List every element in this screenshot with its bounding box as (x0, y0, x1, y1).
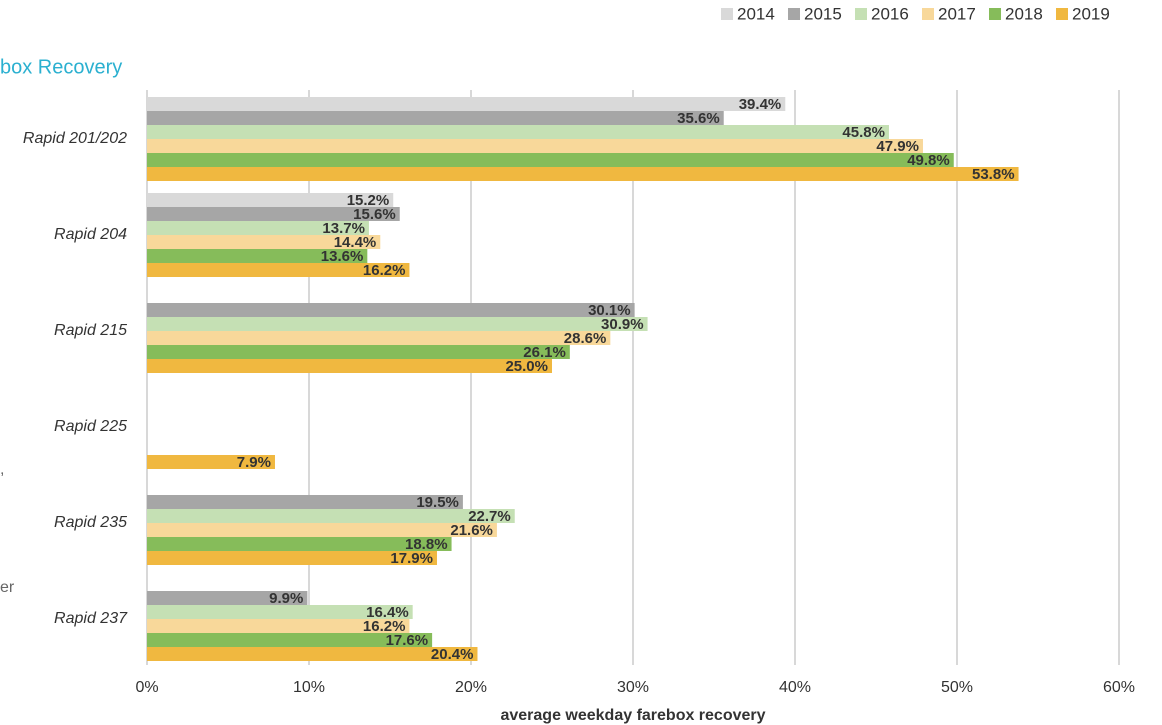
bar (147, 605, 413, 619)
value-label: 14.4% (334, 234, 377, 251)
value-label: 13.7% (322, 220, 365, 237)
value-label: 21.6% (450, 522, 493, 539)
x-tick-label: 50% (941, 679, 973, 696)
bar (147, 647, 478, 661)
value-label: 45.8% (842, 124, 885, 141)
value-label: 15.2% (347, 192, 390, 209)
bar (147, 495, 463, 509)
legend-swatch (989, 8, 1001, 20)
y-tick-label: Rapid 235 (54, 514, 127, 531)
x-tick-label: 60% (1103, 679, 1135, 696)
value-label: 53.8% (972, 166, 1015, 183)
bar (147, 97, 786, 111)
value-label: 30.9% (601, 316, 644, 333)
legend-swatch (788, 8, 800, 20)
bar (147, 523, 497, 537)
bar (147, 153, 954, 167)
bar (147, 633, 433, 647)
annotation: , (0, 461, 4, 478)
x-tick-label: 0% (135, 679, 158, 696)
y-tick-label: Rapid 237 (54, 610, 128, 627)
y-tick-label: Rapid 225 (54, 418, 127, 435)
bar (147, 167, 1019, 181)
bar (147, 235, 381, 249)
annotation: er (0, 579, 15, 596)
bar (147, 249, 368, 263)
bar (147, 331, 611, 345)
x-tick-label: 10% (293, 679, 325, 696)
value-label: 16.4% (366, 604, 409, 621)
bar (147, 263, 410, 277)
x-tick-label: 40% (779, 679, 811, 696)
y-tick-label: Rapid 201/202 (23, 130, 127, 147)
legend-label: 2018 (1005, 4, 1043, 23)
bar (147, 303, 635, 317)
value-label: 9.9% (269, 590, 303, 607)
value-label: 35.6% (677, 110, 720, 127)
bar (147, 359, 552, 373)
x-tick-label: 20% (455, 679, 487, 696)
value-label: 47.9% (876, 138, 919, 155)
value-label: 28.6% (564, 330, 607, 347)
value-label: 16.2% (363, 262, 406, 279)
value-label: 18.8% (405, 536, 448, 553)
value-label: 17.6% (386, 632, 429, 649)
bar (147, 537, 452, 551)
legend-swatch (922, 8, 934, 20)
legend-label: 2019 (1072, 4, 1110, 23)
x-tick-label: 30% (617, 679, 649, 696)
bar (147, 193, 394, 207)
y-tick-label: Rapid 204 (54, 226, 127, 243)
bar (147, 551, 437, 565)
value-label: 25.0% (505, 358, 548, 375)
chart-title: box Recovery (0, 56, 122, 78)
legend-swatch (855, 8, 867, 20)
value-label: 22.7% (468, 508, 511, 525)
value-label: 30.1% (588, 302, 631, 319)
value-label: 19.5% (416, 494, 459, 511)
legend-label: 2015 (804, 4, 842, 23)
value-label: 17.9% (390, 550, 433, 567)
legend-label: 2014 (737, 4, 775, 23)
legend-swatch (721, 8, 733, 20)
value-label: 13.6% (321, 248, 364, 265)
bar (147, 111, 724, 125)
value-label: 7.9% (237, 454, 271, 471)
value-label: 15.6% (353, 206, 396, 223)
bar (147, 619, 410, 633)
bar (147, 317, 648, 331)
value-label: 20.4% (431, 646, 474, 663)
bar (147, 591, 308, 605)
value-label: 16.2% (363, 618, 406, 635)
bar (147, 139, 923, 153)
value-label: 26.1% (523, 344, 566, 361)
value-label: 39.4% (739, 96, 782, 113)
y-tick-label: Rapid 215 (54, 322, 127, 339)
bar (147, 455, 275, 469)
legend-label: 2017 (938, 4, 976, 23)
legend-label: 2016 (871, 4, 909, 23)
bar (147, 207, 400, 221)
bar (147, 125, 889, 139)
value-label: 49.8% (907, 152, 950, 169)
legend-swatch (1056, 8, 1068, 20)
x-axis-label: average weekday farebox recovery (500, 707, 765, 724)
bar (147, 345, 570, 359)
bar (147, 221, 369, 235)
bar (147, 509, 515, 523)
